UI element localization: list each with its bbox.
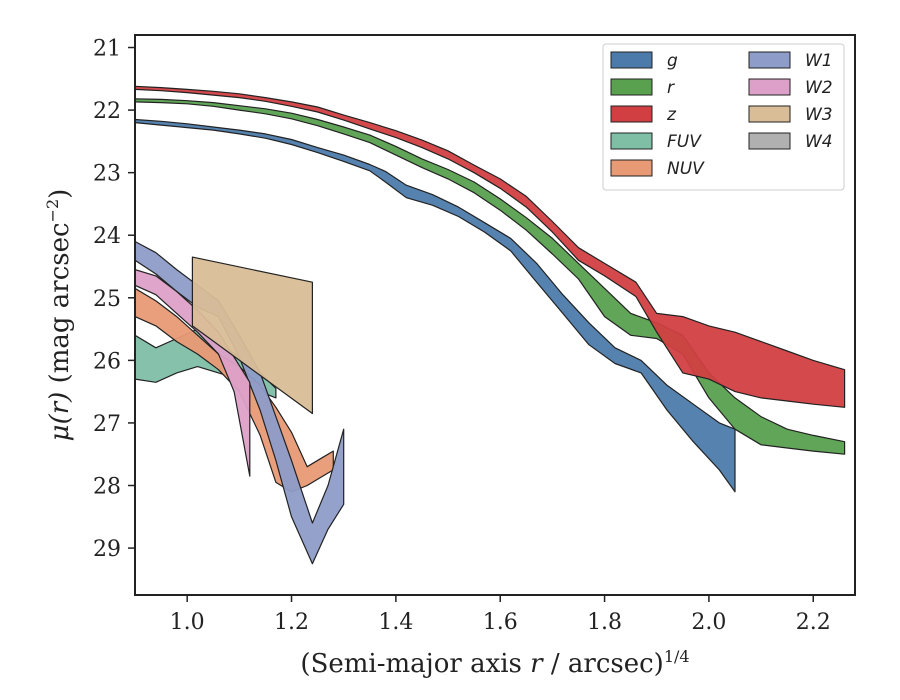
x-tick-label: 2.2 — [796, 610, 831, 635]
x-tick-label: 1.8 — [587, 610, 622, 635]
legend-swatch — [610, 51, 653, 69]
legend-label: z — [666, 105, 677, 125]
legend-label: r — [667, 78, 675, 98]
legend-item-nuv: NUV — [610, 159, 705, 179]
legend-item-w3: W3 — [748, 105, 833, 125]
legend-swatch — [748, 105, 791, 123]
band-r — [135, 98, 846, 455]
legend-item-w4: W4 — [748, 132, 833, 152]
legend: grz FUV NUV W1 W2 W3 W4 — [602, 43, 845, 191]
y-tick-label: 27 — [93, 412, 121, 437]
legend-label: W2 — [805, 78, 833, 98]
y-tick-label: 24 — [93, 224, 121, 249]
y-tick-label: 26 — [93, 349, 121, 374]
plot-frame — [134, 34, 856, 596]
x-axis-ticks: 1.0 1.2 1.4 1.6 1.8 2.0 2.2 — [170, 595, 831, 635]
legend-label: FUV — [667, 132, 702, 152]
legend-item-w2: W2 — [748, 78, 833, 98]
y-tick-label: 23 — [93, 162, 121, 187]
y-tick-label: 21 — [93, 37, 121, 62]
legend-label: W3 — [805, 105, 833, 125]
legend-label: NUV — [667, 159, 705, 179]
legend-swatch — [748, 51, 791, 69]
y-axis-ticks: 21 22 23 24 25 26 27 28 29 — [93, 37, 135, 562]
y-tick-label: 25 — [93, 287, 121, 312]
legend-label: W4 — [805, 132, 833, 152]
series-bands — [135, 85, 846, 565]
legend-swatch — [610, 105, 653, 123]
band-w3 — [191, 256, 313, 415]
x-tick-label: 1.0 — [170, 610, 205, 635]
x-tick-label: 1.4 — [378, 610, 413, 635]
x-axis-label: (Semi-major axis r / arcsec)1/4 — [300, 647, 689, 679]
legend-item-r: r — [610, 78, 675, 98]
band-z — [135, 85, 846, 408]
legend-item-fuv: FUV — [610, 132, 702, 152]
y-tick-label: 29 — [93, 537, 121, 562]
legend-label: g — [667, 51, 678, 71]
legend-swatch — [610, 159, 653, 177]
legend-swatch — [610, 132, 653, 150]
y-tick-label: 22 — [93, 99, 121, 124]
legend-swatch — [748, 132, 791, 150]
legend-swatch — [748, 78, 791, 96]
legend-label: W1 — [805, 51, 833, 71]
x-tick-label: 1.6 — [483, 610, 518, 635]
x-tick-label: 2.0 — [691, 610, 726, 635]
legend-item-w1: W1 — [748, 51, 833, 71]
legend-item-z: z — [610, 105, 677, 125]
band-g — [135, 118, 736, 493]
y-axis-label: μ(r) (mag arcsec−2) — [43, 189, 75, 442]
legend-swatch — [610, 78, 653, 96]
x-tick-label: 1.2 — [274, 610, 309, 635]
legend-item-g: g — [610, 51, 678, 71]
y-tick-label: 28 — [93, 475, 121, 500]
